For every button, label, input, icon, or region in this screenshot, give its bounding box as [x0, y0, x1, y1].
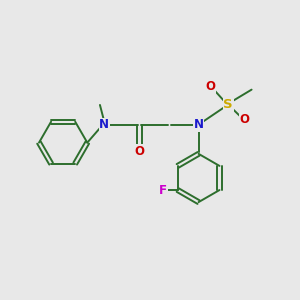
Text: N: N	[194, 118, 204, 131]
Text: O: O	[135, 145, 145, 158]
Text: F: F	[159, 184, 167, 196]
Text: S: S	[223, 98, 233, 111]
Text: N: N	[99, 118, 110, 131]
Text: O: O	[206, 80, 215, 93]
Text: O: O	[239, 112, 249, 126]
